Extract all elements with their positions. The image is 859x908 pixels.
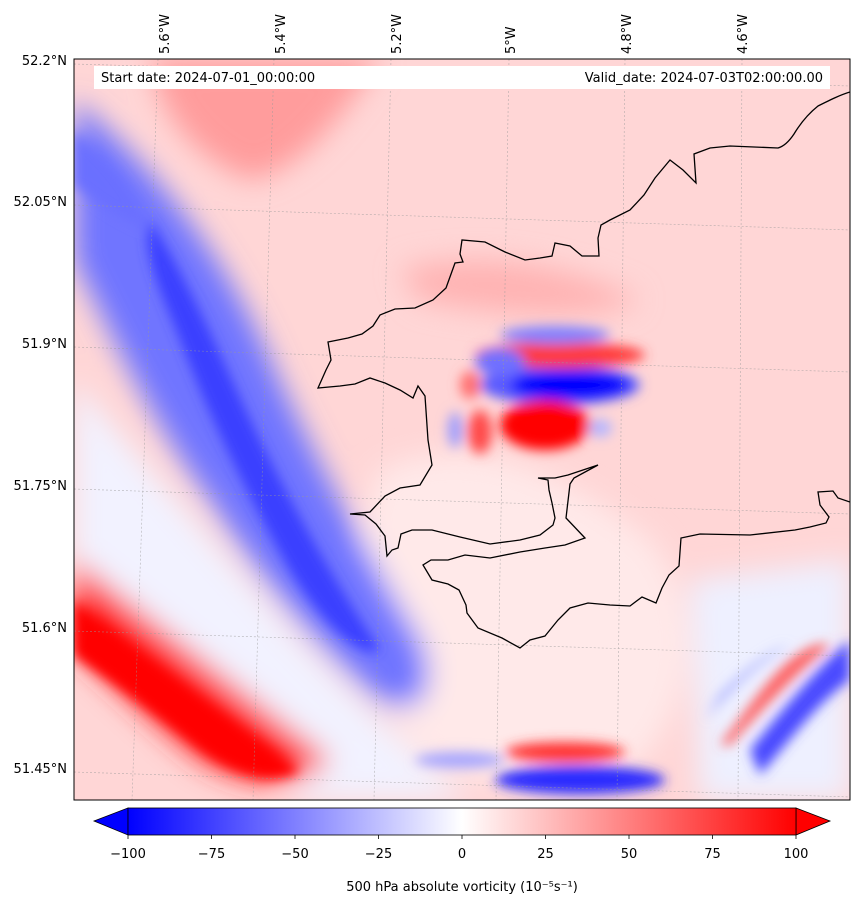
- lat-tick-label: 51.75°N: [14, 479, 67, 494]
- colorbar-tick-label: −75: [198, 847, 225, 862]
- colorbar-tick-label: 75: [704, 847, 721, 862]
- colorbar-min-extend: [92, 807, 129, 836]
- colorbar-gradient: [127, 807, 797, 836]
- lon-tick-label: 5.2°W: [390, 14, 405, 54]
- lat-tick-label: 51.6°N: [22, 621, 67, 636]
- lon-tick-label: 5.6°W: [158, 14, 173, 54]
- coastline: [316, 91, 850, 649]
- longitude-labels: 5.6°W 5.4°W 5.2°W 5°W 4.8°W 4.6°W: [158, 14, 751, 54]
- start-date-label: Start date: 2024-07-01_00:00:00: [101, 71, 315, 86]
- colorbar: −100 −75 −50 −25 0 25 50 75 100 500 hPa absolute…: [92, 807, 832, 895]
- lon-tick-label: 5°W: [504, 26, 519, 54]
- lat-tick-label: 52.2°N: [22, 54, 67, 69]
- colorbar-ticks: −100 −75 −50 −25 0 25 50 75 100: [110, 835, 808, 862]
- lat-tick-label: 52.05°N: [14, 195, 67, 210]
- colorbar-tick-label: −25: [365, 847, 392, 862]
- colorbar-max-extend: [795, 807, 832, 836]
- valid-date-label: Valid_date: 2024-07-03T02:00:00.00: [585, 71, 823, 86]
- map-frame: [73, 58, 851, 801]
- lon-tick-label: 5.4°W: [274, 14, 289, 54]
- lon-tick-label: 4.8°W: [620, 14, 635, 54]
- latitude-labels: 52.2°N 52.05°N 51.9°N 51.75°N 51.6°N 51.…: [14, 54, 67, 777]
- colorbar-tick-label: −50: [281, 847, 308, 862]
- date-label-box: [94, 66, 830, 89]
- lat-tick-label: 51.45°N: [14, 762, 67, 777]
- colorbar-label: 500 hPa absolute vorticity (10⁻⁵s⁻¹): [346, 880, 578, 895]
- colorbar-tick-label: 50: [621, 847, 638, 862]
- colorbar-tick-label: 100: [784, 847, 809, 862]
- colorbar-tick-label: −100: [110, 847, 146, 862]
- vorticity-field: [74, 59, 850, 800]
- colorbar-tick-label: 25: [537, 847, 554, 862]
- colorbar-tick-label: 0: [458, 847, 466, 862]
- lat-tick-label: 51.9°N: [22, 337, 67, 352]
- lon-tick-label: 4.6°W: [736, 14, 751, 54]
